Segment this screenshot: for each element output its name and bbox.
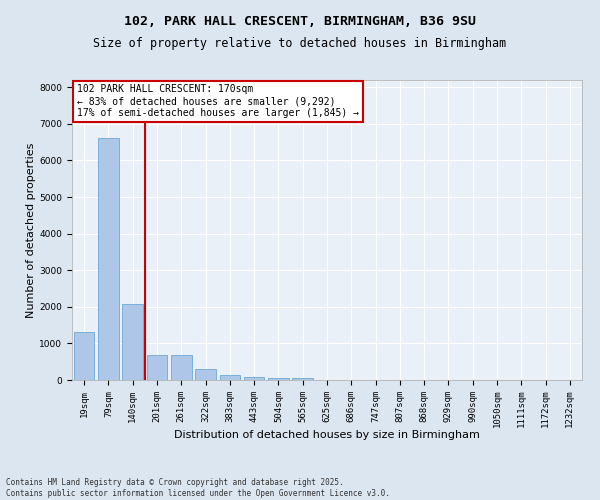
Bar — [195, 369, 216, 380]
Bar — [146, 356, 167, 380]
Bar — [74, 332, 94, 380]
Bar — [268, 378, 289, 380]
Bar — [220, 375, 240, 380]
Text: 102 PARK HALL CRESCENT: 170sqm
← 83% of detached houses are smaller (9,292)
17% : 102 PARK HALL CRESCENT: 170sqm ← 83% of … — [77, 84, 359, 117]
Bar — [122, 304, 143, 380]
X-axis label: Distribution of detached houses by size in Birmingham: Distribution of detached houses by size … — [174, 430, 480, 440]
Bar — [292, 378, 313, 380]
Bar — [98, 138, 119, 380]
Bar — [171, 356, 191, 380]
Bar — [244, 377, 265, 380]
Y-axis label: Number of detached properties: Number of detached properties — [26, 142, 37, 318]
Text: 102, PARK HALL CRESCENT, BIRMINGHAM, B36 9SU: 102, PARK HALL CRESCENT, BIRMINGHAM, B36… — [124, 15, 476, 28]
Text: Contains HM Land Registry data © Crown copyright and database right 2025.
Contai: Contains HM Land Registry data © Crown c… — [6, 478, 390, 498]
Text: Size of property relative to detached houses in Birmingham: Size of property relative to detached ho… — [94, 38, 506, 51]
